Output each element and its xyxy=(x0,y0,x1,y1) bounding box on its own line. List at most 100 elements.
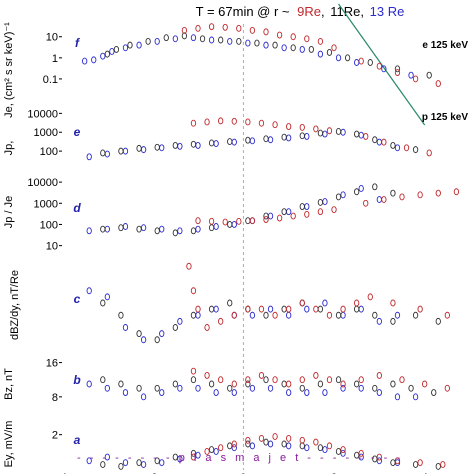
data-point xyxy=(204,324,210,331)
data-point xyxy=(122,324,129,331)
data-point xyxy=(263,212,269,220)
data-point xyxy=(231,440,237,448)
data-point xyxy=(100,149,106,157)
data-point xyxy=(412,311,419,319)
data-point xyxy=(104,150,110,158)
data-point xyxy=(86,153,92,161)
data-point xyxy=(245,39,251,47)
data-point xyxy=(299,436,305,444)
data-point xyxy=(208,380,215,388)
y-tick-label: 1000 xyxy=(34,127,58,139)
data-point xyxy=(390,299,396,307)
data-point xyxy=(136,225,142,233)
data-point xyxy=(412,146,419,154)
data-point xyxy=(276,214,283,222)
data-point xyxy=(372,136,378,144)
data-point xyxy=(335,311,342,319)
data-point xyxy=(154,227,160,235)
panel-a: 2 a Ey, mV/m xyxy=(3,421,446,470)
data-point xyxy=(195,305,201,313)
data-point xyxy=(118,380,124,388)
data-point xyxy=(263,28,269,36)
y-tick-label: 1 xyxy=(52,53,58,65)
data-point xyxy=(299,384,305,392)
data-point xyxy=(313,371,319,379)
y-axis-label: Je, (cm² s sr keV)⁻¹ xyxy=(3,22,15,118)
data-point xyxy=(190,287,197,295)
panel-annotation: p 125 keV xyxy=(422,112,468,123)
data-point xyxy=(431,389,437,397)
data-point xyxy=(236,24,242,32)
data-point xyxy=(263,135,269,143)
data-point xyxy=(154,37,160,45)
data-point xyxy=(394,457,401,465)
series-0 xyxy=(86,185,382,235)
data-point xyxy=(245,440,251,448)
y-tick-label: 10 xyxy=(46,241,58,253)
data-point xyxy=(267,440,274,448)
data-point xyxy=(190,311,197,319)
data-point xyxy=(326,48,333,56)
data-point xyxy=(281,305,287,313)
data-point xyxy=(281,380,287,388)
data-point xyxy=(340,384,346,392)
data-point xyxy=(276,31,283,39)
data-point xyxy=(394,69,401,77)
data-point xyxy=(281,208,287,216)
data-point xyxy=(326,311,333,319)
data-point xyxy=(208,224,215,232)
data-point xyxy=(195,384,201,392)
data-point xyxy=(195,311,201,319)
y-tick-label: 16 xyxy=(46,358,58,370)
series-2 xyxy=(195,188,460,226)
y-tick-label: 0.1 xyxy=(43,74,58,86)
data-point xyxy=(331,44,337,52)
data-point xyxy=(263,216,269,224)
data-point xyxy=(304,35,310,43)
panels: 10 1 0.1 f Je, (cm² s sr keV)⁻¹ e 125 keV 1000… xyxy=(3,3,468,470)
data-point xyxy=(227,221,233,228)
x-tick-label: 4 xyxy=(422,472,428,474)
series-1 xyxy=(100,376,437,397)
data-point xyxy=(376,371,382,379)
data-point xyxy=(177,142,183,150)
data-point xyxy=(358,57,364,65)
data-point xyxy=(258,119,265,127)
data-point xyxy=(444,311,450,319)
data-point xyxy=(263,438,269,446)
data-point xyxy=(190,376,197,384)
data-point xyxy=(172,35,178,43)
title-prefix: T = 67min @ r ~ xyxy=(196,4,290,19)
panel-letter: d xyxy=(73,201,81,215)
data-point xyxy=(258,371,265,379)
data-point xyxy=(204,118,210,126)
data-point xyxy=(412,461,419,468)
y-axis-label: Jp, xyxy=(3,141,15,156)
data-point xyxy=(390,317,396,325)
panel-c: c dBZ/dy, nT/Re xyxy=(9,262,450,344)
data-point xyxy=(190,449,197,457)
data-point xyxy=(213,305,219,313)
data-point xyxy=(340,311,346,319)
data-point xyxy=(172,324,178,331)
data-point xyxy=(322,389,328,397)
data-point xyxy=(426,149,432,157)
data-point xyxy=(299,123,305,131)
data-point xyxy=(290,212,296,220)
data-point xyxy=(159,225,165,233)
data-point xyxy=(317,208,324,216)
data-point xyxy=(376,62,382,70)
data-point xyxy=(258,434,265,442)
data-point xyxy=(140,146,147,154)
data-point xyxy=(340,446,346,454)
data-point xyxy=(344,54,351,62)
data-point xyxy=(286,134,292,142)
data-point xyxy=(304,389,310,397)
data-point xyxy=(86,457,92,465)
data-point xyxy=(326,376,333,384)
data-point xyxy=(390,189,396,197)
data-point xyxy=(317,37,324,45)
data-point xyxy=(136,459,142,467)
title-sep1: , xyxy=(321,4,325,19)
